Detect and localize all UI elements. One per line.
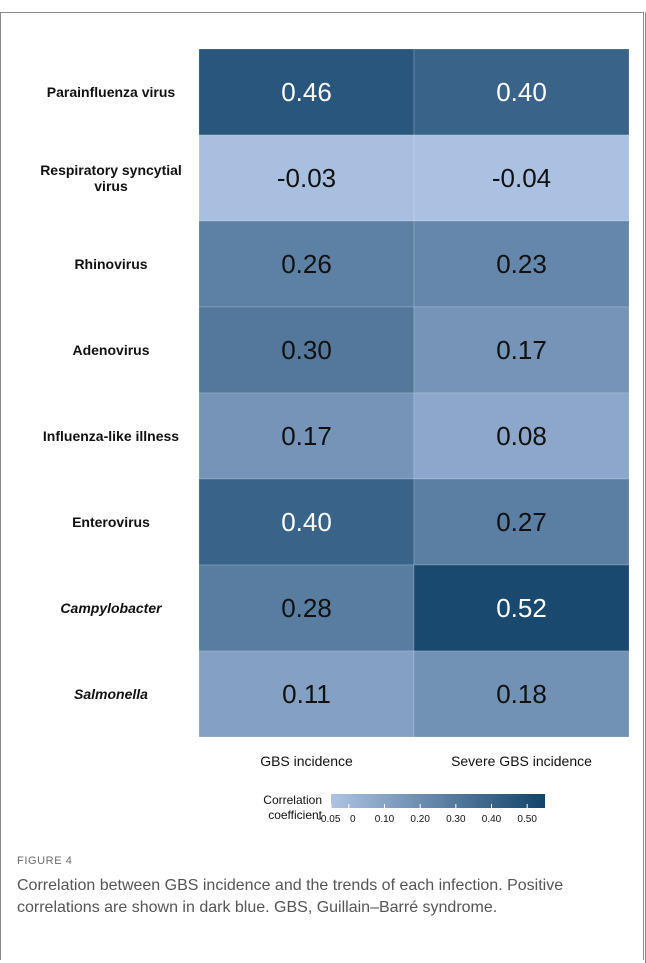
- legend-color-bar: [331, 794, 545, 808]
- legend-tick-label: 0.50: [517, 814, 537, 825]
- cell-value-label: 0.08: [496, 421, 547, 451]
- heatmap-cell: [413, 478, 630, 566]
- cell-value-label: 0.40: [496, 77, 547, 107]
- heatmap-cell: [413, 564, 630, 652]
- row-label: Respiratory syncytial virus: [40, 162, 182, 194]
- cell-value-label: 0.46: [281, 77, 332, 107]
- heatmap-cell: [413, 392, 630, 480]
- cell-value-label: 0.52: [496, 593, 547, 623]
- color-legend: Correlation coefficient -0.05 0 0.10 0.20 0.…: [263, 793, 545, 825]
- cell-value-label: 0.28: [281, 593, 332, 623]
- cell-value-label: -0.04: [492, 163, 551, 193]
- row-label: Enterovirus: [72, 514, 150, 530]
- row-label: Campylobacter: [60, 600, 163, 616]
- legend-tick-label: 0.40: [482, 814, 502, 825]
- cell-value-label: 0.40: [281, 507, 332, 537]
- legend-tick-label: 0.10: [375, 814, 395, 825]
- heatmap-cells: 0.46 0.40 -0.03 -0.04 0.26 0.23 0.30 0.17 0.17 0.…: [198, 48, 630, 738]
- heatmap-cell: [413, 134, 630, 222]
- row-label: Adenovirus: [72, 342, 149, 358]
- cell-value-label: 0.30: [281, 335, 332, 365]
- cell-value-label: 0.11: [282, 679, 331, 709]
- heatmap-cell: [198, 650, 415, 738]
- figure-caption: FIGURE 4 Correlation between GBS inciden…: [17, 855, 617, 919]
- legend-tick-label: 0: [350, 814, 356, 825]
- correlation-heatmap: 0.46 0.40 -0.03 -0.04 0.26 0.23 0.30 0.17 0.17 0.…: [40, 48, 630, 825]
- cell-value-label: 0.23: [496, 249, 547, 279]
- row-labels: Parainfluenza virus Respiratory syncytial…: [40, 84, 182, 702]
- cell-value-label: 0.26: [281, 249, 332, 279]
- column-labels: GBS incidence Severe GBS incidence: [260, 753, 592, 769]
- cell-value-label: 0.27: [496, 507, 547, 537]
- cell-value-label: 0.17: [496, 335, 547, 365]
- row-label: Salmonella: [74, 686, 148, 702]
- figure-frame: [0, 12, 644, 960]
- column-label: Severe GBS incidence: [451, 753, 592, 769]
- legend-ticks: -0.05 0 0.10 0.20 0.30 0.40 0.50: [318, 804, 537, 825]
- legend-tick-label: -0.05: [318, 814, 341, 825]
- row-label: Parainfluenza virus: [47, 84, 176, 100]
- legend-tick-label: 0.20: [410, 814, 430, 825]
- figure-caption-text: Correlation between GBS incidence and th…: [17, 877, 564, 916]
- column-label: GBS incidence: [260, 753, 353, 769]
- heatmap-cell: [198, 478, 415, 566]
- heatmap-cell: [198, 48, 415, 136]
- row-label: Influenza-like illness: [43, 428, 179, 444]
- figure-label: FIGURE 4: [17, 855, 73, 867]
- heatmap-cell: [413, 220, 630, 308]
- row-label: Rhinovirus: [74, 256, 147, 272]
- heatmap-cell: [198, 564, 415, 652]
- cell-value-label: 0.18: [496, 679, 547, 709]
- heatmap-cell: [413, 650, 630, 738]
- legend-title-line-2: coefficient: [268, 808, 322, 822]
- heatmap-cell: [198, 306, 415, 394]
- legend-tick-label: 0.30: [446, 814, 466, 825]
- cell-value-label: -0.03: [277, 163, 336, 193]
- legend-title-line-1: Correlation: [263, 793, 322, 807]
- heatmap-cell: [413, 48, 630, 136]
- heatmap-cell: [413, 306, 630, 394]
- cell-value-label: 0.17: [281, 421, 332, 451]
- heatmap-cell: [198, 134, 415, 222]
- heatmap-cell: [198, 392, 415, 480]
